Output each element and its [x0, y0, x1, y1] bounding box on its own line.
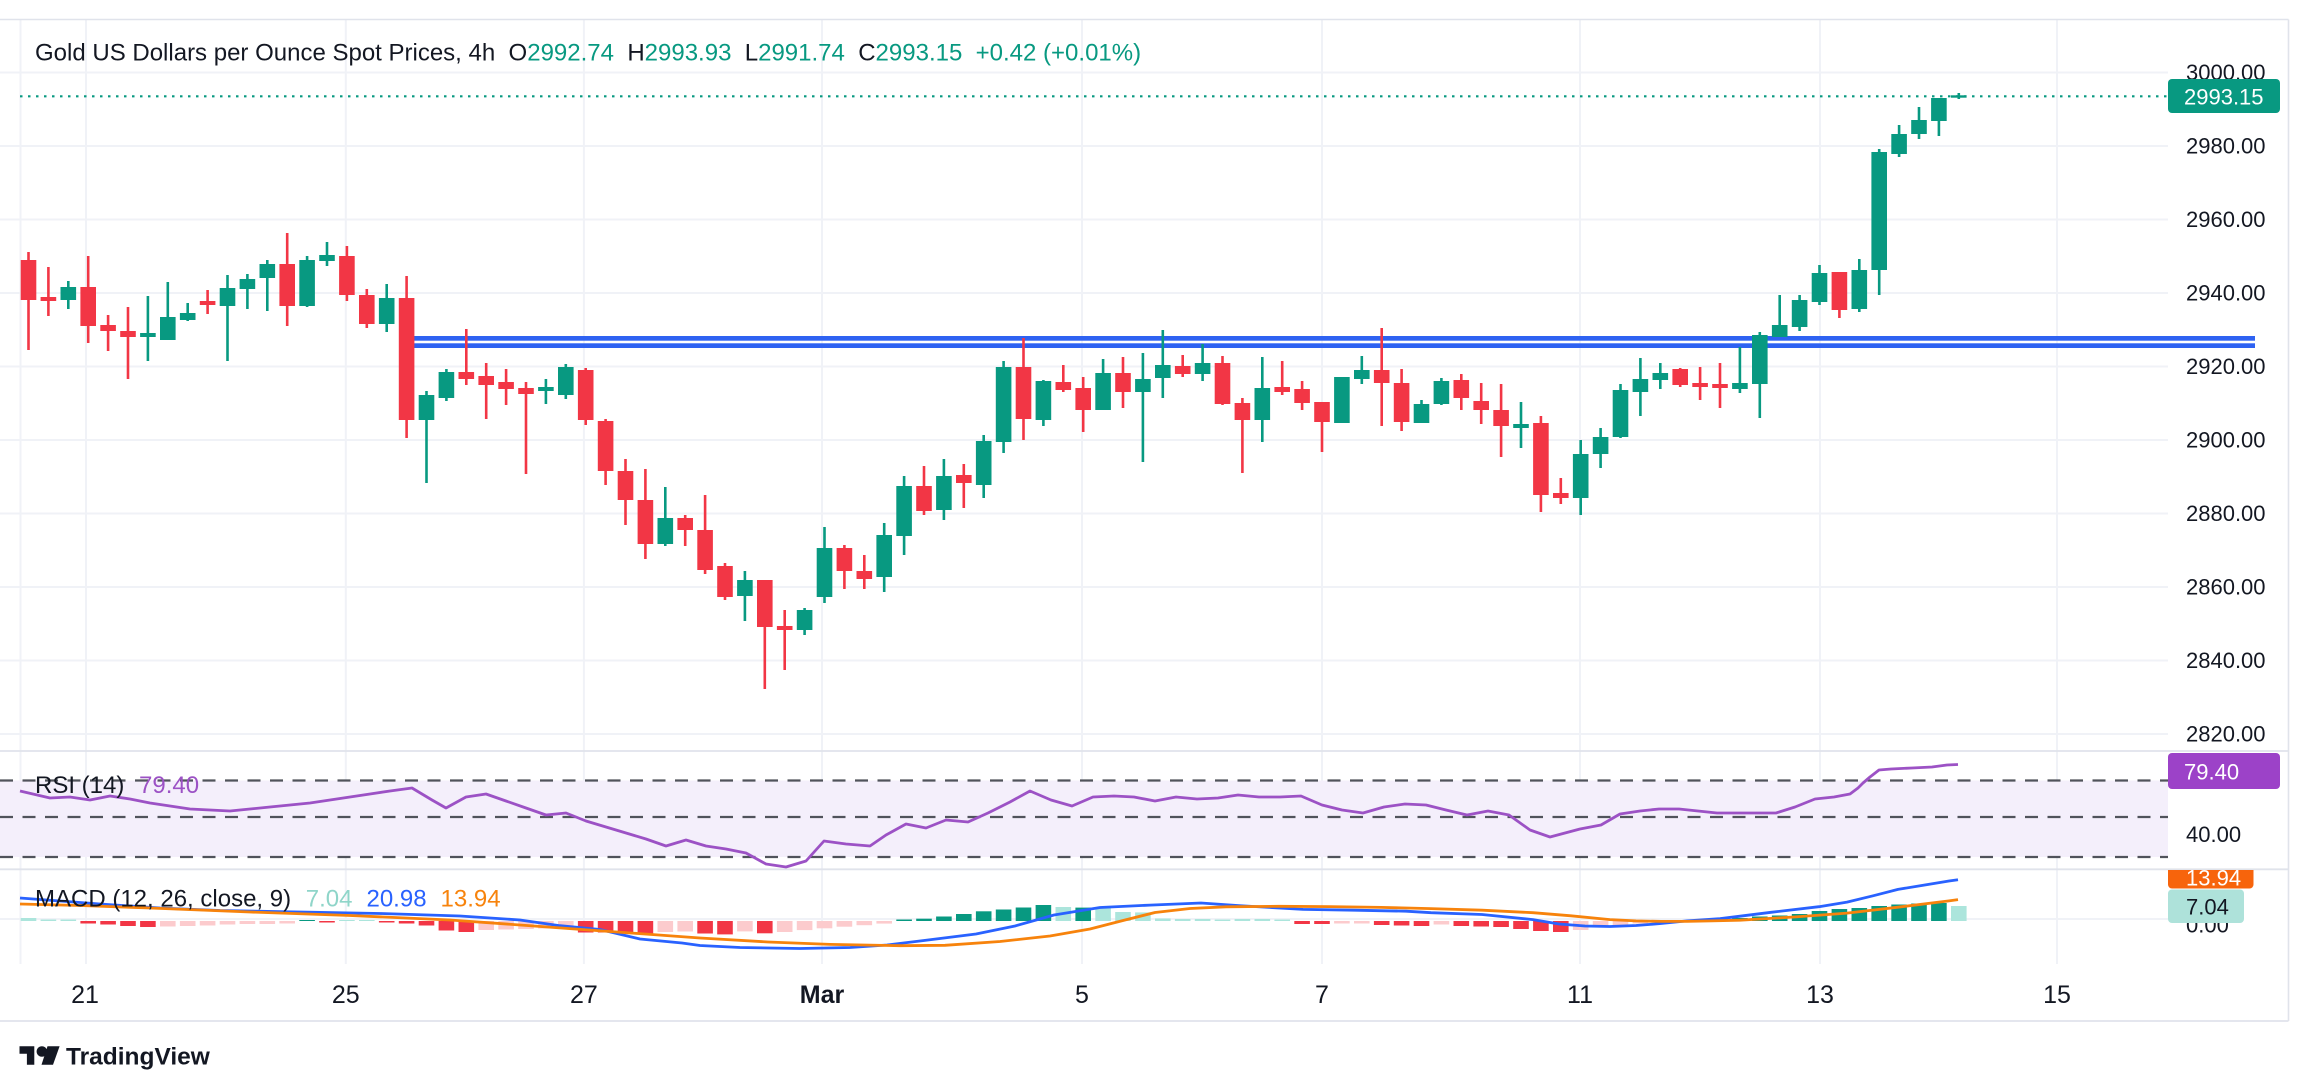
svg-text:25: 25	[332, 981, 360, 1009]
svg-text:13.94: 13.94	[2186, 866, 2241, 891]
svg-text:2900.00: 2900.00	[2186, 428, 2266, 453]
svg-text:79.40: 79.40	[2184, 760, 2239, 785]
svg-text:2880.00: 2880.00	[2186, 501, 2266, 526]
svg-text:2860.00: 2860.00	[2186, 575, 2266, 600]
svg-text:13: 13	[1806, 981, 1834, 1009]
svg-text:27: 27	[570, 981, 598, 1009]
svg-text:7.04: 7.04	[2186, 895, 2229, 920]
svg-text:21: 21	[71, 981, 99, 1009]
svg-text:7: 7	[1315, 981, 1329, 1009]
svg-text:TradingView: TradingView	[66, 1044, 211, 1071]
svg-text:2980.00: 2980.00	[2186, 134, 2266, 159]
svg-text:Gold US Dollars per Ounce Spot: Gold US Dollars per Ounce Spot Prices, 4…	[35, 40, 1141, 67]
svg-text:2940.00: 2940.00	[2186, 281, 2266, 306]
svg-text:2920.00: 2920.00	[2186, 354, 2266, 379]
svg-text:RSI (14) 79.40: RSI (14) 79.40	[35, 772, 199, 799]
svg-text:2960.00: 2960.00	[2186, 207, 2266, 232]
svg-text:2840.00: 2840.00	[2186, 648, 2266, 673]
svg-text:2993.15: 2993.15	[2184, 85, 2264, 110]
svg-text:5: 5	[1075, 981, 1089, 1009]
svg-text:2820.00: 2820.00	[2186, 722, 2266, 747]
svg-text:40.00: 40.00	[2186, 822, 2241, 847]
svg-text:15: 15	[2043, 981, 2071, 1009]
svg-text:11: 11	[1567, 981, 1593, 1009]
svg-text:Mar: Mar	[800, 981, 845, 1009]
